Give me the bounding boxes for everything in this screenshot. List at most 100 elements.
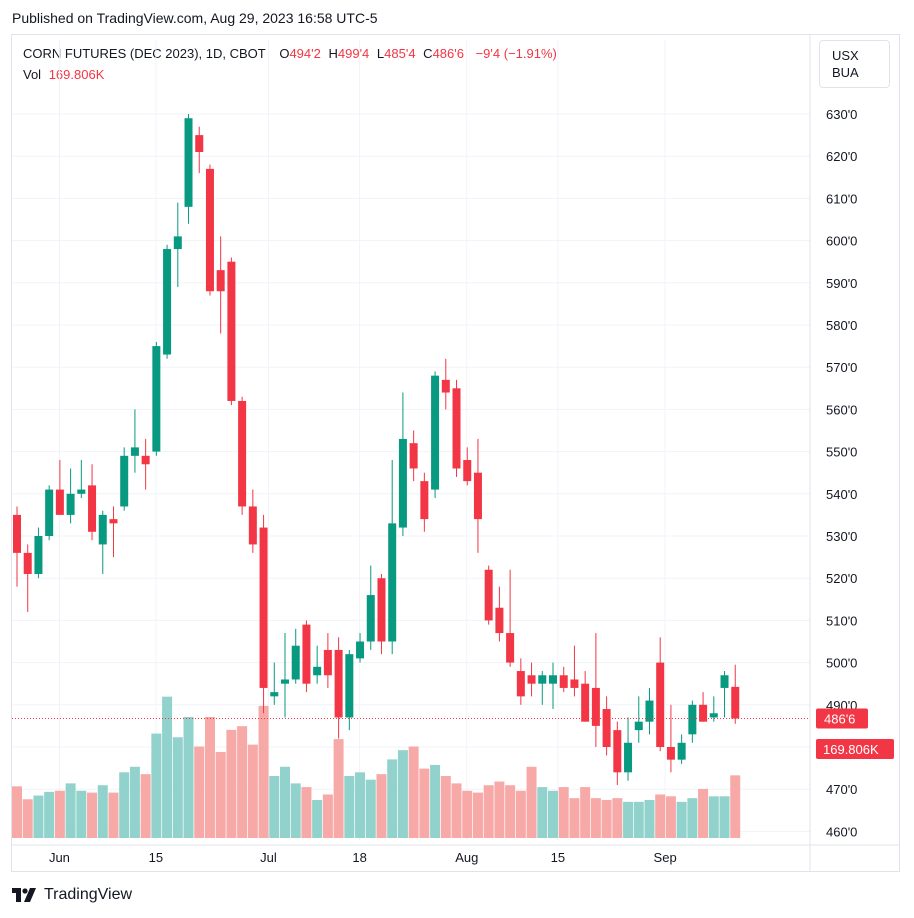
volume-bar [172, 737, 183, 838]
y-tick-label: 620'0 [826, 149, 857, 164]
candle-body [302, 624, 311, 684]
legend-close: 486'6 [432, 46, 464, 61]
y-tick-label: 460'0 [826, 824, 857, 839]
candle-body [420, 481, 429, 520]
volume-bar [344, 776, 355, 838]
candle-body [34, 536, 43, 574]
footer-brand: TradingView [44, 886, 133, 903]
volume-bar [312, 799, 323, 838]
volume-bar [290, 783, 301, 838]
legend-low: 485'4 [384, 46, 416, 61]
y-tick-label: 590'0 [826, 276, 857, 291]
candle-body [559, 675, 568, 688]
candle-body [270, 692, 279, 697]
volume-bar [151, 733, 162, 838]
volume-bar [129, 766, 140, 838]
volume-bar [408, 746, 419, 838]
volume-bar [537, 787, 548, 838]
candle-body [259, 527, 268, 688]
y-tick-label: 560'0 [826, 402, 857, 417]
candle-body [602, 709, 611, 747]
volume-bar [451, 783, 462, 838]
volume-bar [65, 783, 76, 838]
candle-body [388, 523, 397, 642]
legend-change: −9'4 (−1.91%) [475, 46, 557, 61]
volume-bar [119, 772, 130, 838]
published-line: Published on TradingView.com, Aug 29, 20… [12, 10, 378, 26]
candle-body [527, 675, 536, 684]
candle-body [313, 666, 322, 676]
volume-bar [548, 790, 558, 838]
volume-bar [365, 779, 376, 838]
x-tick-label: 18 [352, 850, 366, 865]
candle-body [109, 519, 118, 524]
volume-bar [580, 787, 591, 838]
y-tick-label: 630'0 [826, 107, 857, 122]
candle-body [538, 675, 547, 684]
x-tick-label: Aug [455, 850, 478, 865]
volume-bar [472, 792, 483, 838]
y-tick-label: 470'0 [826, 782, 857, 797]
volume-bar [397, 750, 408, 838]
candle-body [699, 704, 708, 722]
volume-bar [665, 796, 676, 838]
candle-body [88, 485, 97, 532]
candle-body [634, 721, 643, 731]
volume-bar [633, 801, 644, 838]
volume-bar [601, 799, 612, 838]
volume-bar [280, 766, 290, 838]
volume-bar [162, 696, 173, 838]
candle-body [452, 388, 461, 469]
volume-bar [515, 790, 526, 838]
y-tick-label: 520'0 [826, 571, 857, 586]
legend-vol-value: 169.806K [48, 67, 105, 82]
y-tick-label: 550'0 [826, 445, 857, 460]
candle-body [238, 400, 247, 507]
volume-bar [301, 787, 312, 838]
candle-body [409, 443, 418, 469]
volume-bar [87, 792, 98, 838]
volume-bar [655, 794, 666, 838]
units-currency: USX [832, 48, 859, 63]
candle-body [195, 135, 204, 152]
candle-body [45, 489, 54, 536]
volume-bar [730, 775, 741, 838]
volume-bar [387, 759, 398, 838]
candle-body [549, 675, 557, 684]
volume-bar [558, 787, 569, 838]
candle-body [55, 489, 64, 515]
candle-body [666, 747, 675, 760]
volume-bar [140, 774, 151, 838]
last-volume-label: 169.806K [823, 742, 879, 757]
candle-body [141, 455, 150, 465]
candle-body [98, 514, 107, 545]
volume-bar [676, 801, 687, 838]
volume-bar [708, 796, 719, 838]
candle-body [495, 607, 504, 634]
candle-body [13, 514, 21, 553]
volume-bar [108, 792, 119, 838]
y-tick-label: 610'0 [826, 191, 857, 206]
currency-units-box[interactable]: USX BUA [819, 40, 890, 88]
candle-body [677, 742, 686, 760]
candle-body [248, 506, 257, 545]
y-tick-label: 510'0 [826, 613, 857, 628]
volume-bar [194, 746, 205, 838]
volume-bar [590, 798, 601, 838]
units-bushel: BUA [832, 65, 859, 80]
candle-body [656, 662, 665, 747]
volume-bar [12, 786, 22, 838]
legend-close-label: C [423, 46, 433, 61]
candle-body [484, 569, 493, 621]
x-tick-label: Jul [260, 850, 277, 865]
tradingview-logo-icon [12, 888, 36, 902]
candle-body [152, 346, 161, 452]
volume-bar [333, 739, 344, 838]
candle-body [688, 704, 697, 735]
x-tick-label: 15 [551, 850, 565, 865]
candle-body [66, 493, 75, 515]
volume-bar [719, 796, 730, 838]
tradingview-logo[interactable]: TradingView [12, 886, 132, 904]
legend-symbol[interactable]: CORN FUTURES (DEC 2023), 1D, CBOT [23, 46, 266, 61]
